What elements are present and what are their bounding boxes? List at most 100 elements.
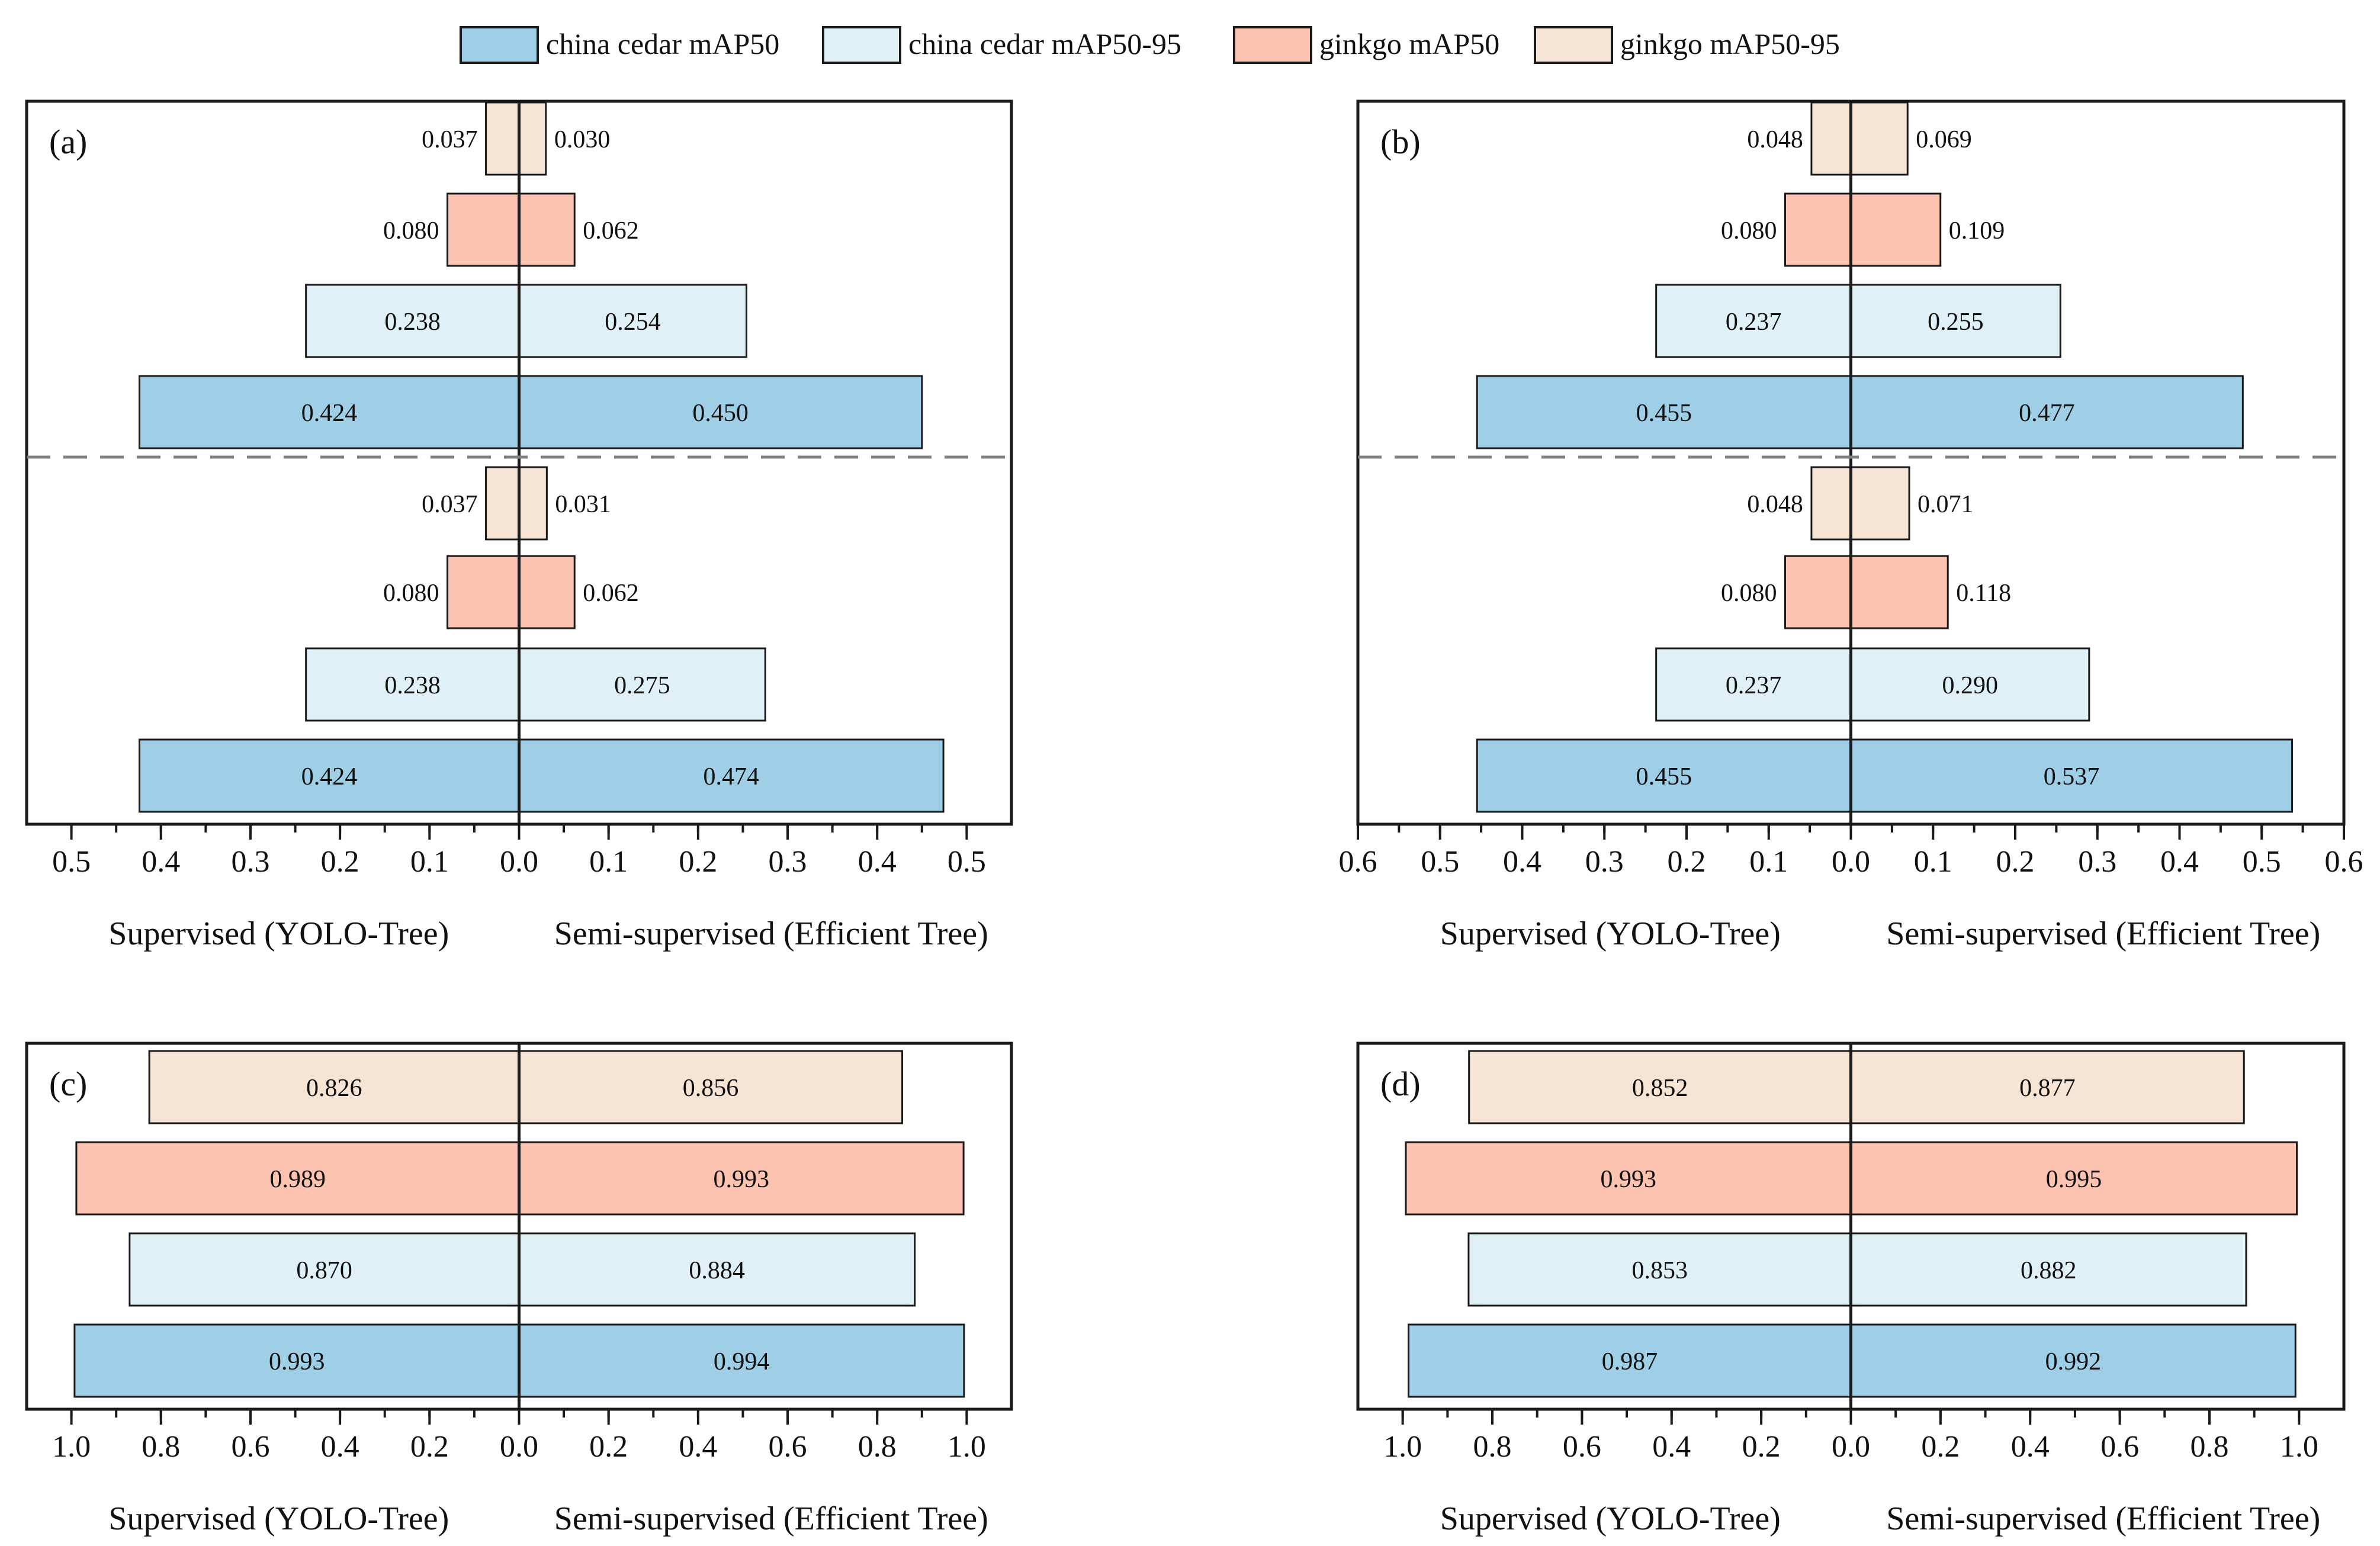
bar-semi-supervised (518, 466, 548, 541)
panel-label: (b) (1380, 123, 1421, 161)
data-label-semi-supervised: 0.062 (583, 217, 638, 245)
data-label-semi-supervised: 0.884 (689, 1257, 745, 1284)
axis-title-supervised: Supervised (YOLO-Tree) (108, 915, 449, 952)
tick-label: 0.6 (2100, 1430, 2139, 1464)
tick-label: 0.1 (589, 845, 628, 879)
panel-label: (c) (49, 1065, 87, 1103)
tick-label: 0.4 (1503, 845, 1541, 879)
bar-supervised (148, 1050, 521, 1124)
tick-label: 0.2 (1996, 845, 2035, 879)
panel-d: 0.852 0.877 0.993 0.995 0.853 0.882 0.987 0.992… (1356, 1042, 2346, 1537)
tick-label: 1.0 (2280, 1430, 2318, 1464)
bar-semi-supervised (1850, 284, 2061, 358)
bar-supervised (305, 647, 520, 722)
bar-semi-supervised (518, 284, 748, 358)
data-label-semi-supervised: 0.255 (1928, 308, 1984, 336)
data-label-semi-supervised: 0.450 (692, 400, 749, 427)
tick-label: 0.6 (769, 1430, 807, 1464)
legend-label: china cedar mAP50-95 (908, 27, 1181, 60)
legend-swatch (822, 26, 901, 64)
data-label-supervised: 0.237 (1726, 308, 1782, 336)
axis-title-supervised: Supervised (YOLO-Tree) (1440, 915, 1781, 952)
data-label-supervised: 0.993 (269, 1348, 325, 1375)
tick-label: 0.4 (2011, 1430, 2050, 1464)
tick-label: 0.4 (2160, 845, 2199, 879)
tick-label: 0.5 (947, 845, 986, 879)
bar-semi-supervised (1850, 466, 1910, 541)
bar-supervised (447, 192, 521, 267)
bar-semi-supervised (518, 1141, 965, 1216)
data-label-supervised: 0.455 (1636, 400, 1692, 427)
tick-label: 0.2 (1668, 845, 1706, 879)
data-label-semi-supervised: 0.537 (2044, 763, 2100, 790)
data-label-semi-supervised: 0.877 (2019, 1075, 2076, 1102)
data-label-supervised: 0.238 (384, 308, 441, 336)
bar-supervised (1655, 647, 1852, 722)
tick-label: 0.0 (1832, 1430, 1870, 1464)
data-label-supervised: 0.989 (269, 1166, 326, 1193)
tick-label: 1.0 (52, 1430, 91, 1464)
bar-supervised (1810, 101, 1852, 176)
bar-semi-supervised (518, 192, 576, 267)
panel-label: (a) (49, 123, 87, 161)
legend-swatch (1233, 26, 1312, 64)
bar-semi-supervised (1850, 1232, 2247, 1307)
bar-semi-supervised (1850, 192, 1942, 267)
data-label-supervised: 0.037 (422, 491, 478, 518)
data-label-semi-supervised: 0.992 (2045, 1348, 2102, 1375)
tick-label: 0.6 (1339, 845, 1377, 879)
tick-label: 0.2 (1921, 1430, 1960, 1464)
bar-supervised (1467, 1232, 1852, 1307)
bar-supervised (129, 1232, 521, 1307)
bar-supervised (1784, 192, 1852, 267)
tick-label: 0.6 (1563, 1430, 1601, 1464)
data-label-supervised: 0.048 (1747, 491, 1803, 518)
data-label-supervised: 0.080 (383, 217, 439, 245)
bar-semi-supervised (1850, 101, 1909, 176)
bar-supervised (75, 1141, 521, 1216)
bar-supervised (1476, 738, 1852, 813)
tick-label: 0.1 (410, 845, 449, 879)
panel-c: 0.826 0.856 0.989 0.993 0.870 0.884 0.993 0.994… (25, 1042, 1013, 1537)
tick-label: 1.0 (947, 1430, 986, 1464)
tick-label: 0.3 (231, 845, 269, 879)
data-label-supervised: 0.237 (1726, 672, 1782, 699)
data-label-semi-supervised: 0.062 (583, 580, 638, 607)
tick-label: 0.0 (1832, 845, 1870, 879)
data-label-supervised: 0.080 (1721, 580, 1777, 607)
tick-label: 0.8 (1473, 1430, 1512, 1464)
data-label-supervised: 0.080 (1721, 217, 1777, 245)
legend-swatch (460, 26, 539, 64)
bar-semi-supervised (1850, 1050, 2245, 1124)
data-label-supervised: 0.238 (384, 672, 441, 699)
tick-label: 0.0 (500, 845, 538, 879)
tick-label: 0.2 (410, 1430, 449, 1464)
tick-label: 0.1 (1749, 845, 1788, 879)
data-label-supervised: 0.993 (1600, 1166, 1656, 1193)
tick-label: 0.0 (500, 1430, 538, 1464)
data-label-supervised: 0.455 (1636, 763, 1692, 790)
data-label-semi-supervised: 0.071 (1918, 491, 1974, 518)
bar-supervised (1468, 1050, 1852, 1124)
data-label-supervised: 0.853 (1631, 1257, 1688, 1284)
bar-supervised (305, 284, 520, 358)
data-label-semi-supervised: 0.069 (1916, 126, 1972, 153)
panel-a: 0.037 0.030 0.080 0.062 0.238 0.254 0.424 0.450… (25, 99, 1013, 952)
data-label-supervised: 0.080 (383, 580, 439, 607)
legend-label: ginkgo mAP50-95 (1620, 27, 1840, 60)
bar-semi-supervised (518, 101, 547, 176)
data-label-semi-supervised: 0.856 (683, 1075, 739, 1102)
bar-semi-supervised (518, 555, 576, 629)
tick-label: 0.5 (2243, 845, 2281, 879)
bar-semi-supervised (518, 1050, 904, 1124)
axis-title-supervised: Supervised (YOLO-Tree) (1440, 1500, 1781, 1537)
tick-label: 0.1 (1914, 845, 1952, 879)
panel-b: 0.048 0.069 0.080 0.109 0.237 0.255 0.455 0.477… (1339, 99, 2363, 952)
tick-label: 0.4 (679, 1430, 717, 1464)
data-label-semi-supervised: 0.993 (714, 1166, 770, 1193)
tick-label: 0.6 (231, 1430, 269, 1464)
tick-label: 0.2 (589, 1430, 628, 1464)
legend-swatch (1534, 26, 1613, 64)
data-label-semi-supervised: 0.882 (2021, 1257, 2077, 1284)
data-label-supervised: 0.870 (296, 1257, 352, 1284)
